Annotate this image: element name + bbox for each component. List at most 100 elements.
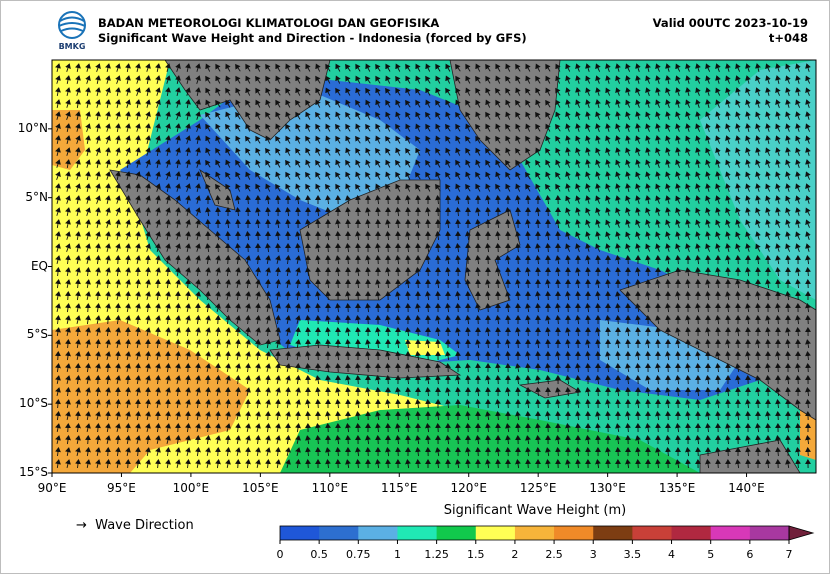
wave-arrow — [615, 123, 621, 132]
wave-arrow — [505, 315, 511, 325]
wave-arrow — [295, 123, 301, 132]
wave-arrow — [525, 459, 531, 469]
wave-arrow — [665, 99, 671, 108]
wave-arrow — [385, 123, 391, 132]
wave-arrow — [805, 123, 811, 132]
wave-arrow — [725, 87, 731, 96]
wave-arrow — [605, 123, 611, 132]
wave-arrow — [175, 423, 181, 433]
wave-arrow — [375, 87, 381, 96]
wave-arrow — [475, 363, 481, 373]
wave-arrow — [365, 99, 371, 108]
wave-arrow — [305, 411, 311, 421]
wave-arrow — [445, 411, 451, 421]
wave-arrow — [495, 99, 501, 108]
lon-tick-label: 115°E — [381, 481, 418, 495]
wave-arrow — [685, 99, 691, 108]
wave-arrow — [755, 75, 761, 84]
wave-arrow — [555, 231, 561, 241]
wave-arrow — [215, 87, 221, 96]
wave-arrow — [325, 75, 331, 84]
colorbar-tick-label: 1.5 — [467, 548, 485, 561]
wave-arrow — [405, 63, 411, 72]
colorbar-tick-label: 6 — [746, 548, 754, 561]
wave-arrow — [645, 75, 651, 84]
wave-arrow — [325, 99, 331, 108]
wave-arrow — [115, 123, 121, 132]
wave-arrow — [215, 75, 221, 84]
wave-arrow — [685, 87, 691, 97]
wave-arrow — [635, 459, 641, 469]
wave-arrow — [235, 123, 241, 132]
wave-arrow — [295, 363, 301, 373]
wave-arrow — [195, 123, 201, 132]
wave-arrow — [735, 75, 741, 84]
wave-arrow — [455, 123, 461, 132]
wave-arrow — [755, 351, 761, 361]
wave-arrow — [705, 63, 711, 72]
wave-arrow — [235, 87, 241, 96]
wave-arrow — [115, 75, 121, 84]
wave-arrow — [415, 411, 421, 421]
wave-arrow — [505, 87, 511, 96]
wave-arrow — [105, 111, 111, 121]
wave-arrow — [605, 375, 611, 385]
wave-arrow — [355, 87, 361, 96]
wave-arrow — [175, 75, 181, 84]
wave-arrow — [245, 75, 251, 84]
wave-arrow — [525, 123, 531, 132]
wave-arrow — [625, 99, 631, 108]
wave-arrow — [515, 207, 521, 217]
wave-arrow — [95, 87, 101, 97]
wave-arrow — [255, 99, 261, 108]
lat-tick-label: 5°N — [25, 189, 48, 204]
wave-arrow — [275, 195, 281, 205]
wave-arrow — [185, 87, 191, 96]
wave-arrow — [695, 63, 701, 72]
wave-arrow — [395, 315, 401, 325]
wave-arrow — [785, 123, 791, 132]
wave-arrow — [325, 291, 331, 301]
wave-arrow — [545, 75, 551, 84]
wave-arrow — [635, 327, 641, 337]
wave-arrow — [585, 99, 591, 108]
wave-arrow — [685, 63, 691, 72]
wave-arrow — [145, 99, 151, 108]
wave-arrow — [405, 99, 411, 108]
wave-arrow — [185, 99, 191, 108]
wave-arrow — [165, 99, 171, 109]
wave-arrow — [555, 87, 561, 96]
wave-arrow — [75, 63, 81, 72]
wave-arrow — [135, 63, 141, 73]
wave-arrow — [305, 75, 311, 84]
wave-arrow — [55, 87, 61, 96]
wave-arrow — [125, 99, 131, 108]
wave-arrow — [585, 75, 591, 84]
wave-arrow — [565, 351, 571, 361]
wave-arrow — [165, 351, 171, 361]
wave-arrow — [95, 375, 101, 385]
wave-arrow — [515, 99, 521, 108]
wave-arrow — [245, 123, 251, 132]
wave-arrow — [665, 63, 671, 72]
wave-arrow — [565, 111, 571, 120]
wave-arrow — [275, 99, 281, 108]
wave-arrow — [285, 99, 291, 108]
wave-arrow — [125, 75, 131, 85]
wave-arrow — [645, 99, 651, 108]
wave-arrow — [535, 267, 541, 277]
wave-arrow — [575, 75, 581, 84]
wave-arrow — [125, 327, 131, 337]
wave-arrow — [315, 63, 321, 72]
wave-arrow — [315, 99, 321, 108]
wave-arrow — [175, 123, 181, 132]
wave-arrow — [495, 87, 501, 96]
wave-arrow — [335, 63, 341, 72]
wave-arrow — [275, 63, 281, 72]
wave-arrow — [505, 111, 511, 120]
wave-arrow — [545, 87, 551, 96]
wave-arrow — [785, 87, 791, 96]
wave-arrow — [155, 279, 161, 289]
wave-arrow — [115, 255, 121, 265]
wave-arrow — [185, 75, 191, 85]
